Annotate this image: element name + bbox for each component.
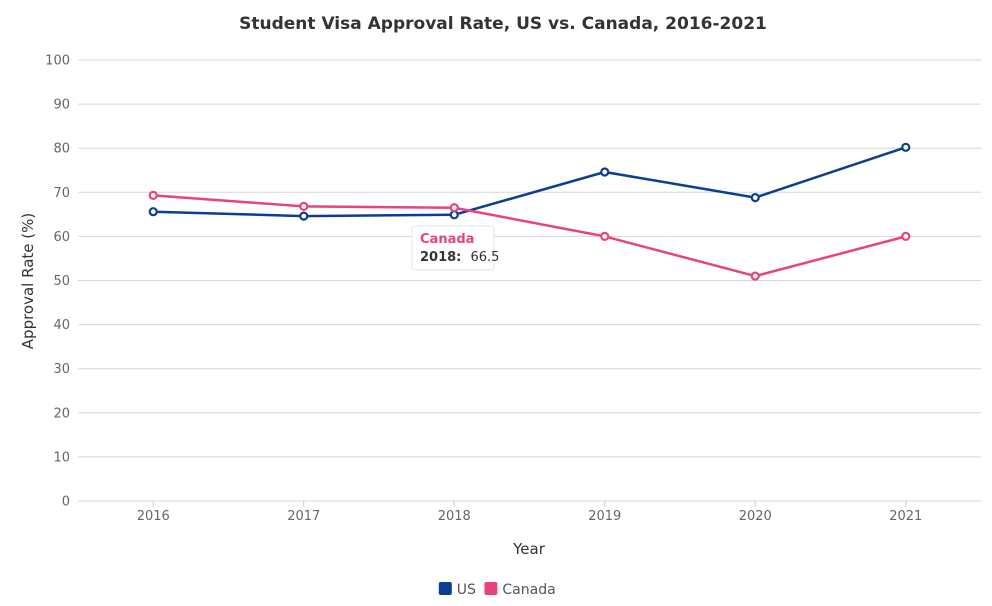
data-point[interactable] bbox=[449, 203, 459, 213]
legend-swatch bbox=[484, 582, 498, 595]
x-tick-label: 2020 bbox=[739, 509, 772, 524]
data-point[interactable] bbox=[750, 271, 760, 281]
legend-swatch bbox=[438, 582, 452, 595]
y-axis-ticks: 0 10 20 30 40 50 60 70 80 90 100 bbox=[45, 54, 70, 510]
chart-title: Student Visa Approval Rate, US vs. Canad… bbox=[239, 14, 767, 34]
x-tick-label: 2021 bbox=[889, 509, 922, 524]
series-line bbox=[153, 146, 907, 218]
x-tick-label: 2019 bbox=[588, 509, 621, 524]
tooltip-value-line: 2018: 66.5 bbox=[420, 246, 499, 265]
gridlines bbox=[78, 59, 981, 502]
y-tick-label: 0 bbox=[62, 495, 70, 510]
x-axis-title: Year bbox=[512, 540, 546, 558]
tooltip-box bbox=[411, 225, 495, 271]
y-tick-label: 50 bbox=[53, 274, 70, 289]
data-point[interactable] bbox=[148, 207, 158, 217]
data-point[interactable] bbox=[299, 201, 309, 212]
data-point[interactable] bbox=[600, 231, 610, 241]
y-axis-title: Approval Rate (%) bbox=[19, 213, 37, 349]
x-tick-label: 2018 bbox=[438, 509, 471, 524]
x-tick-label: 2016 bbox=[137, 509, 170, 524]
data-point[interactable] bbox=[148, 190, 158, 200]
data-tooltip: Canada 2018: 66.5 bbox=[411, 225, 499, 271]
y-tick-label: 100 bbox=[45, 54, 70, 69]
tooltip-label: 2018: bbox=[420, 250, 461, 265]
x-axis-ticks: 2016 2017 2018 2019 2020 2021 bbox=[137, 501, 922, 524]
y-tick-label: 40 bbox=[53, 318, 70, 333]
y-tick-label: 20 bbox=[53, 406, 70, 421]
tooltip-value: 66.5 bbox=[470, 250, 499, 265]
legend-item-us[interactable]: US bbox=[438, 582, 476, 598]
series-us bbox=[148, 142, 911, 221]
y-tick-label: 90 bbox=[53, 98, 70, 113]
data-point[interactable] bbox=[901, 231, 911, 241]
y-tick-label: 70 bbox=[53, 186, 70, 201]
series-line bbox=[153, 194, 907, 278]
legend-item-canada[interactable]: Canada bbox=[484, 582, 556, 598]
data-point[interactable] bbox=[299, 211, 309, 221]
series-layer bbox=[148, 142, 911, 281]
data-point[interactable] bbox=[449, 210, 459, 220]
series-canada bbox=[148, 190, 911, 281]
data-point[interactable] bbox=[600, 167, 610, 177]
y-tick-label: 10 bbox=[53, 450, 70, 465]
tooltip-series-name: Canada bbox=[420, 232, 474, 247]
data-point[interactable] bbox=[750, 192, 760, 203]
y-tick-label: 80 bbox=[53, 142, 70, 157]
legend: US Canada bbox=[438, 582, 556, 598]
y-tick-label: 60 bbox=[53, 230, 70, 245]
legend-label: US bbox=[457, 582, 476, 598]
x-tick-label: 2017 bbox=[287, 509, 320, 524]
y-tick-label: 30 bbox=[53, 362, 70, 377]
legend-label: Canada bbox=[502, 582, 555, 598]
data-point[interactable] bbox=[901, 142, 911, 152]
